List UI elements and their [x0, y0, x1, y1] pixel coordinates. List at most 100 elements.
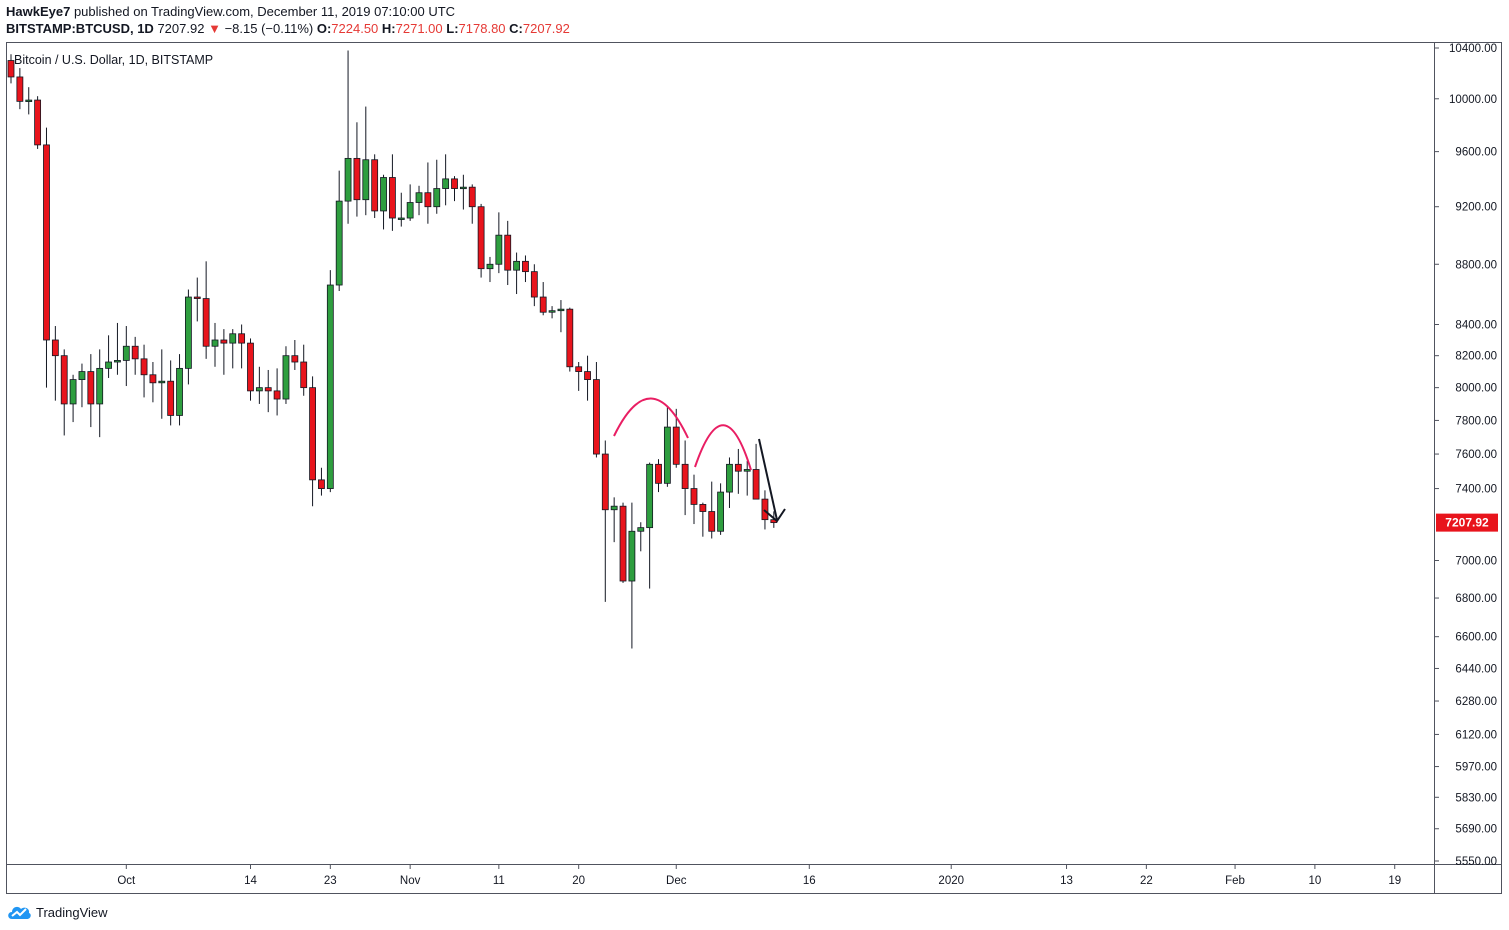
candle-body-down	[424, 192, 432, 208]
candle-body-up	[122, 345, 130, 361]
candle	[371, 154, 379, 219]
candle	[637, 522, 645, 552]
author-name[interactable]: HawkEye7	[6, 4, 71, 19]
candle	[247, 338, 254, 401]
candle	[628, 502, 636, 649]
candle	[708, 481, 716, 539]
y-tick-label: 6280.00	[1455, 696, 1497, 708]
chart-title: Bitcoin / U.S. Dollar, 1D, BITSTAMP	[14, 53, 213, 67]
candle-body-up	[433, 188, 441, 208]
candle	[451, 176, 458, 202]
candle	[424, 162, 432, 224]
candle	[433, 159, 441, 214]
candle	[34, 96, 42, 149]
symbol-legend: BITSTAMP:BTCUSD, 1D 7207.92 ▼ −8.15 (−0.…	[6, 21, 570, 36]
candle-body-down	[619, 505, 627, 582]
candle-body-down	[681, 463, 689, 489]
candle-body-down	[522, 260, 529, 273]
candle	[743, 460, 751, 496]
candle	[60, 349, 68, 436]
time-axis[interactable]: Oct 14 23 Nov 11 20 Dec 16 2020 13 22 Feb 10 19	[117, 864, 1401, 887]
candle-body-up	[78, 371, 86, 380]
candle	[273, 368, 281, 416]
candle	[442, 154, 450, 206]
y-tick-label: 5690.00	[1455, 824, 1497, 836]
published-text: published on TradingView.com, December 1…	[73, 4, 456, 19]
candle	[114, 322, 121, 375]
candle-body-up	[69, 379, 77, 405]
candle	[78, 363, 86, 408]
candle-body-down	[530, 271, 538, 298]
candle	[238, 324, 246, 369]
candle-body-down	[761, 498, 769, 521]
price-axis[interactable]: 10400.00 10000.00 9600.00 9200.00 8800.00 840…	[1434, 43, 1497, 868]
down-arrow-icon	[763, 508, 786, 523]
candle-body-down	[7, 60, 15, 78]
high-label: H:	[381, 21, 396, 36]
candle	[486, 256, 494, 283]
candle-body-up	[637, 527, 645, 532]
candle-body-down	[291, 355, 299, 363]
candle-body-down	[34, 99, 42, 146]
y-tick-label: 7800.00	[1455, 415, 1497, 427]
close-value: 7207.92	[522, 21, 570, 36]
x-tick-label: 10	[1308, 875, 1321, 887]
y-tick-label: 8400.00	[1455, 319, 1497, 331]
y-tick-label: 8800.00	[1455, 259, 1497, 271]
price-chart[interactable]: Bitcoin / U.S. Dollar, 1D, BITSTAMP 1040…	[6, 42, 1502, 894]
candle-body-up	[282, 355, 290, 400]
open-value: 7224.50	[331, 21, 379, 36]
candle-body-down	[593, 379, 600, 455]
candle-body-down	[167, 380, 175, 416]
candle-body-down	[238, 333, 246, 344]
candle	[734, 448, 742, 494]
y-tick-label: 9200.00	[1455, 202, 1497, 214]
candle	[495, 212, 503, 274]
x-tick-label: 16	[803, 875, 816, 887]
candle	[193, 277, 201, 322]
high-value: 7271.00	[395, 21, 443, 36]
y-tick-label: 6800.00	[1455, 593, 1497, 605]
y-tick-label: 8000.00	[1455, 383, 1497, 395]
drawing-annotations	[613, 397, 786, 523]
publish-line: HawkEye7 published on TradingView.com, D…	[6, 4, 455, 19]
candle	[362, 106, 370, 216]
x-tick-label: 11	[493, 875, 505, 887]
candle-body-up	[344, 157, 352, 202]
x-tick-label: 19	[1388, 875, 1401, 887]
candle	[87, 354, 95, 428]
candle-body-down	[504, 234, 512, 271]
candle-body-down	[575, 366, 583, 372]
low-value: 7178.80	[458, 21, 506, 36]
candle-body-down	[309, 387, 316, 481]
candle-body-up	[184, 296, 192, 369]
close-label: C:	[509, 21, 523, 36]
candle-body-down	[131, 345, 139, 360]
y-tick-label: 7600.00	[1455, 449, 1497, 461]
candle	[468, 184, 476, 224]
y-tick-label: 5550.00	[1455, 856, 1497, 868]
candle-body-up	[663, 426, 671, 484]
candle-body-up	[726, 463, 733, 493]
candle	[69, 374, 77, 423]
y-tick-label: 10000.00	[1449, 94, 1497, 106]
candle	[51, 326, 59, 401]
candle	[681, 440, 689, 516]
candle	[717, 483, 724, 535]
candle-body-down	[477, 206, 485, 270]
x-tick-label: 23	[324, 875, 337, 887]
tradingview-footer[interactable]: TradingView	[6, 902, 108, 922]
candle-body-down	[43, 144, 50, 341]
candle-body-down	[264, 387, 272, 392]
candle-body-down	[300, 361, 308, 389]
candle-body-down	[389, 177, 396, 219]
candle	[646, 462, 654, 589]
footer-brand: TradingView	[36, 904, 108, 920]
last-price-tag: 7207.92	[1436, 513, 1498, 532]
symbol-label: BITSTAMP:BTCUSD, 1D	[6, 21, 154, 36]
candle-body-up	[326, 284, 334, 489]
candle	[593, 362, 600, 458]
candle-body-up	[557, 308, 565, 312]
y-tick-label: 10400.00	[1449, 43, 1497, 55]
y-tick-label: 5830.00	[1455, 792, 1497, 804]
